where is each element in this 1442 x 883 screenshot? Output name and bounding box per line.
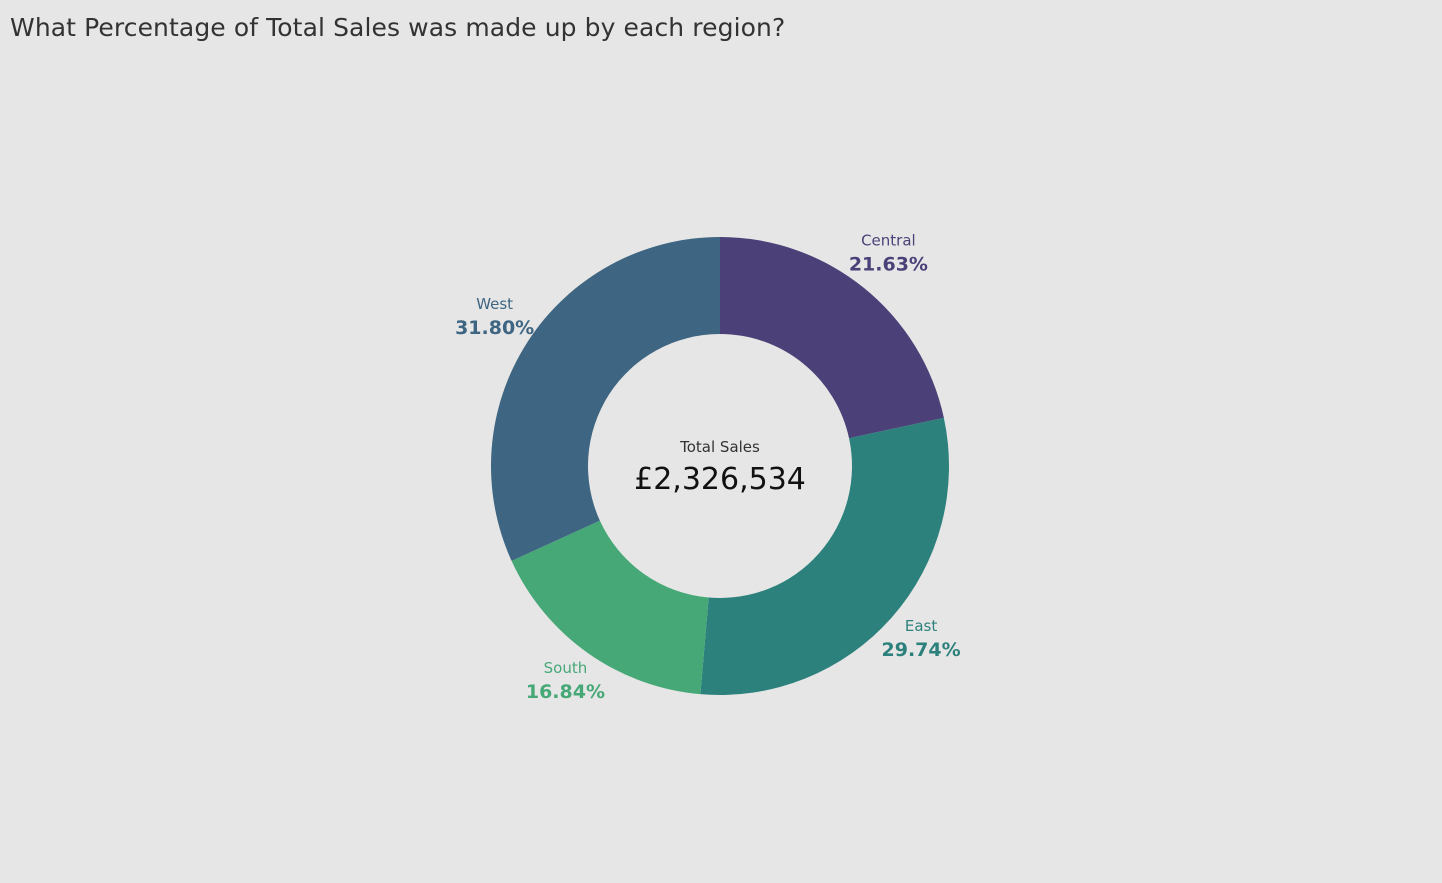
slice-value-central: 21.63% [849, 254, 928, 276]
slice-label-west: West [476, 295, 513, 313]
slice-value-east: 29.74% [882, 639, 961, 661]
page-title: What Percentage of Total Sales was made … [10, 13, 786, 42]
slice-label-east: East [905, 617, 937, 635]
center-total-value: £2,326,534 [634, 462, 806, 497]
slice-central[interactable] [720, 237, 944, 439]
center-caption: Total Sales [679, 438, 760, 456]
slice-value-west: 31.80% [455, 317, 534, 339]
slice-label-central: Central [861, 232, 916, 250]
slice-value-south: 16.84% [526, 681, 605, 703]
slice-south[interactable] [511, 520, 709, 695]
slice-east[interactable] [700, 417, 949, 695]
donut-labels: Central 21.63% East 29.74% South 16.84% West 31… [455, 232, 961, 703]
slice-label-south: South [544, 659, 588, 677]
slice-west[interactable] [491, 237, 720, 561]
donut-slices [491, 237, 949, 695]
